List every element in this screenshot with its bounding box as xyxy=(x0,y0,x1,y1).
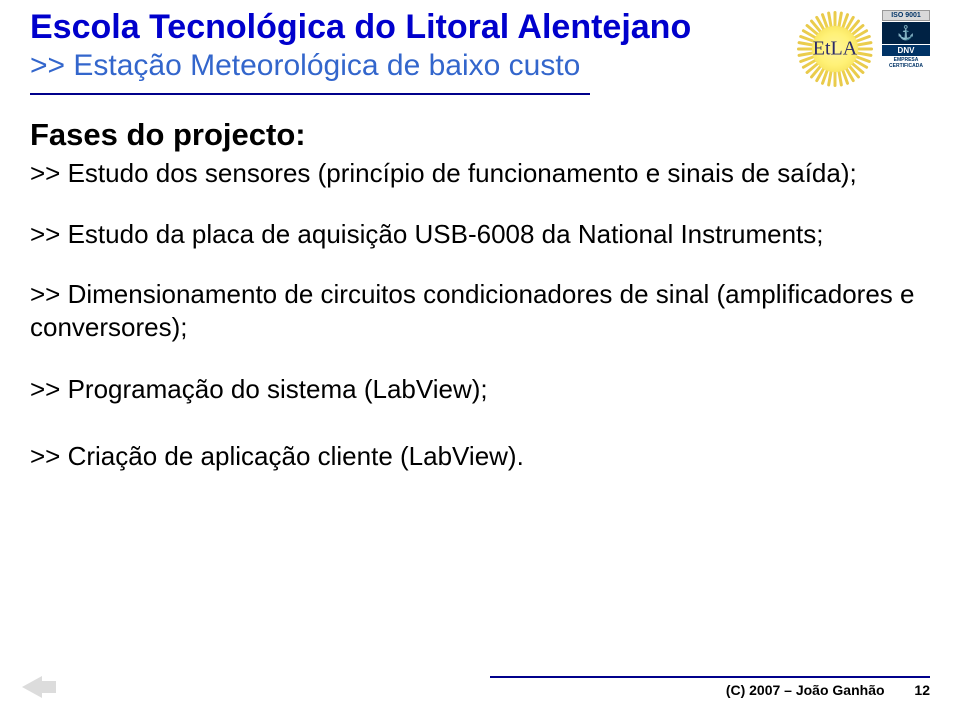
footer-text: (C) 2007 – João Ganhão 12 xyxy=(30,682,930,698)
dnv-label: DNV xyxy=(882,45,930,56)
list-item: >> Criação de aplicação cliente (LabView… xyxy=(30,440,930,473)
footer: (C) 2007 – João Ganhão 12 xyxy=(0,676,960,698)
title-underline xyxy=(30,93,590,95)
iso-label: ISO 9001 xyxy=(882,10,930,21)
slide: EtLA ISO 9001 ⚓ DNV EMPRESA CERTIFICADA … xyxy=(0,0,960,712)
logo-block: EtLA ISO 9001 ⚓ DNV EMPRESA CERTIFICADA xyxy=(796,10,930,88)
anchor-icon: ⚓ xyxy=(897,25,914,42)
list-item: >> Programação do sistema (LabView); xyxy=(30,373,930,406)
footer-line xyxy=(490,676,930,678)
content-area: Fases do projecto: >> Estudo dos sensore… xyxy=(30,117,930,472)
page-number: 12 xyxy=(914,682,930,698)
section-heading: Fases do projecto: xyxy=(30,117,930,153)
list-item: >> Estudo dos sensores (princípio de fun… xyxy=(30,157,930,190)
logo-text: EtLA xyxy=(813,38,857,61)
certification-badge: ISO 9001 ⚓ DNV EMPRESA CERTIFICADA xyxy=(882,10,930,69)
page-subtitle: >> Estação Meteorológica de baixo custo xyxy=(30,49,930,83)
list-item: >> Dimensionamento de circuitos condicio… xyxy=(30,278,930,343)
dnv-ship-icon: ⚓ xyxy=(882,22,930,44)
page-title: Escola Tecnológica do Litoral Alentejano xyxy=(30,8,930,47)
copyright: (C) 2007 – João Ganhão xyxy=(726,682,885,698)
empresa-label: EMPRESA CERTIFICADA xyxy=(882,57,930,69)
sun-logo: EtLA xyxy=(796,10,874,88)
list-item: >> Estudo da placa de aquisição USB-6008… xyxy=(30,218,930,251)
